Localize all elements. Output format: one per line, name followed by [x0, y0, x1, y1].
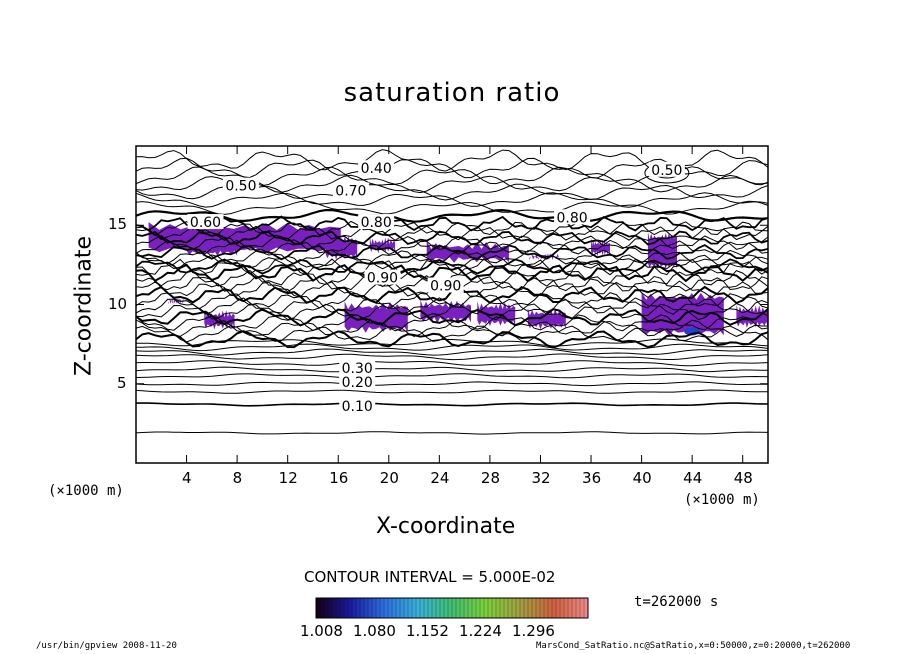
supersaturated-region	[647, 231, 677, 270]
time-label: t=262000 s	[634, 594, 719, 610]
colorbar-label: 1.296	[512, 622, 555, 640]
contour-line	[135, 249, 769, 265]
contour-label: 0.70	[335, 183, 366, 199]
contour-line	[135, 373, 769, 379]
x-tick-label: 28	[480, 469, 500, 487]
supersaturated-region	[736, 304, 768, 328]
contour-label-bg	[187, 214, 224, 230]
contour-label-bg	[339, 374, 376, 390]
x-tick-label: 12	[278, 469, 298, 487]
supersaturated-region	[344, 301, 408, 333]
contour-line	[135, 302, 769, 321]
y-tick-label: 10	[108, 294, 128, 313]
contour-line	[135, 235, 769, 251]
chart-title: saturation ratio	[343, 78, 561, 108]
y-axis-unit: (×1000 m)	[48, 483, 124, 499]
contour-label-bg	[364, 269, 401, 285]
contour-line	[135, 325, 769, 343]
contour-label: 0.80	[556, 210, 587, 226]
colorbar	[315, 597, 589, 619]
contour-label-bg	[222, 177, 259, 193]
contour-line	[135, 308, 769, 327]
colorbar-ticks	[315, 598, 589, 618]
supersaturated-region	[420, 299, 471, 324]
contour-line	[135, 360, 769, 367]
contour-label: 0.90	[430, 278, 461, 294]
contour-label-bg	[554, 209, 591, 225]
contour-label: 0.10	[342, 399, 373, 415]
x-tick-label: 8	[232, 469, 243, 487]
contour-line	[135, 381, 768, 387]
contour-label: 0.80	[361, 215, 392, 231]
contour-line	[135, 215, 769, 232]
contour-line	[135, 157, 769, 179]
contour-label-bg	[358, 214, 395, 230]
contour-line	[135, 269, 769, 288]
contour-label: 0.30	[342, 361, 373, 377]
y-tick-label: 15	[108, 215, 128, 234]
x-tick-label: 44	[683, 469, 703, 487]
x-tick-label: 24	[430, 469, 450, 487]
contour-label: 0.50	[651, 163, 682, 179]
contour-line	[135, 220, 769, 237]
contour-label: 0.60	[190, 215, 221, 231]
contour-line	[135, 208, 769, 223]
contour-label: 0.90	[367, 271, 398, 287]
contour-line	[135, 314, 769, 332]
contour-line	[135, 258, 769, 275]
y-tick-label: 5	[117, 373, 127, 392]
contour-label-bg	[339, 359, 376, 375]
x-tick-label: 32	[531, 469, 551, 487]
contour-line	[136, 343, 769, 352]
contour-label-bg	[648, 161, 685, 177]
colorbar-label: 1.008	[300, 622, 343, 640]
contour-line	[135, 319, 768, 338]
contour-label: 0.40	[361, 161, 392, 177]
contour-line	[135, 239, 769, 255]
colorbar-label: 1.080	[353, 622, 396, 640]
contour-line	[135, 353, 769, 361]
contour-label-bg	[339, 397, 376, 413]
x-tick-label: 16	[329, 469, 349, 487]
contour-label: 0.20	[342, 375, 373, 391]
colorbar-label: 1.224	[459, 622, 502, 640]
contour-line	[135, 431, 769, 435]
contour-label-bg	[427, 277, 464, 293]
contour-line	[135, 258, 769, 276]
supersaturated-region	[167, 296, 184, 305]
x-tick-label: 48	[733, 469, 753, 487]
footer-program-date: /usr/bin/gpview 2008-11-20	[36, 641, 177, 651]
contour-label-bg	[358, 160, 395, 176]
colorbar-label: 1.152	[406, 622, 449, 640]
contour-line	[135, 389, 768, 394]
x-tick-label: 36	[582, 469, 602, 487]
contour-line	[135, 348, 769, 356]
tick-marks	[136, 146, 768, 463]
x-tick-label: 4	[182, 469, 192, 487]
x-tick-label: 40	[632, 469, 652, 487]
contour-line	[135, 366, 769, 373]
x-axis-unit: (×1000 m)	[684, 492, 760, 508]
contour-line	[135, 254, 769, 270]
contour-label-bg	[332, 182, 369, 198]
contour-labels: 0.10 0.200.30 0.40 0.50 0.50 0.70 0.80 0.80 0.60…	[187, 160, 685, 415]
contour-label: 0.50	[225, 179, 256, 195]
contour-interval-label: CONTOUR INTERVAL = 5.000E-02	[304, 568, 556, 586]
contour-line	[135, 200, 769, 215]
x-axis-label: X-coordinate	[376, 514, 516, 539]
contour-line	[135, 292, 769, 310]
footer-file-info: MarsCond_SatRatio.nc@SatRatio,x=0:50000,…	[536, 641, 851, 651]
x-tick-label: 20	[379, 469, 399, 487]
contour-line	[135, 225, 769, 241]
contour-line	[135, 402, 769, 407]
supersaturated-region	[426, 241, 509, 263]
